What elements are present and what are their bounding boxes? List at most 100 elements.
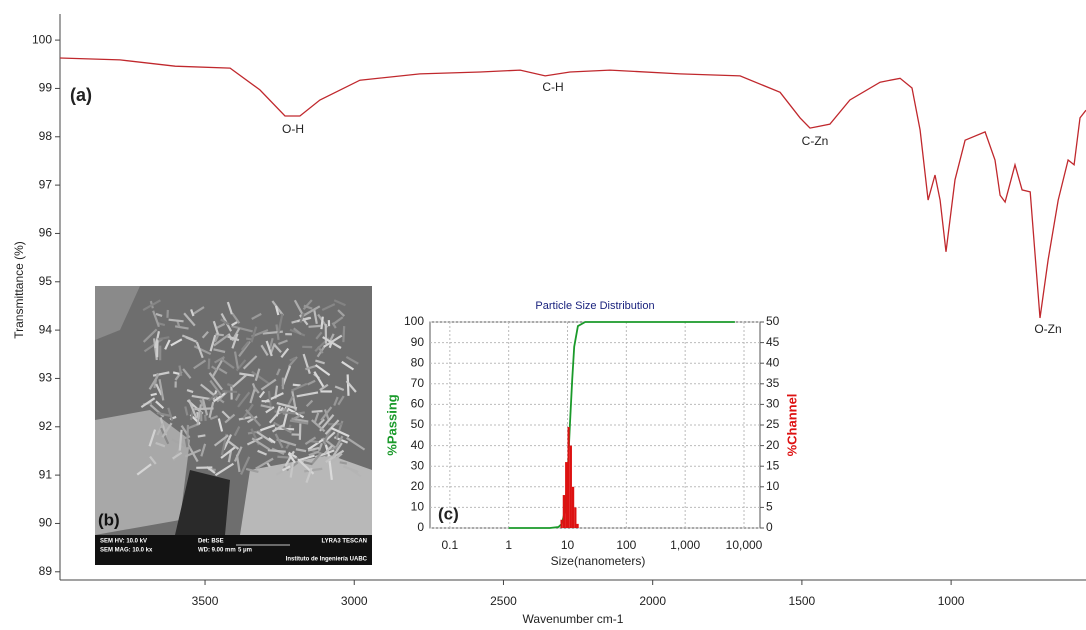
sem-rod bbox=[274, 305, 280, 316]
sem-rod bbox=[220, 357, 235, 370]
y-tick-label: 50 bbox=[411, 417, 425, 431]
y2-tick-label: 15 bbox=[766, 458, 780, 472]
sem-rod bbox=[251, 370, 270, 385]
y-tick-label: 99 bbox=[39, 81, 53, 95]
sem-rod bbox=[182, 368, 192, 379]
x-tick-label: 3000 bbox=[341, 594, 368, 608]
sem-rod bbox=[260, 404, 273, 409]
sem-rod bbox=[325, 449, 345, 463]
sem-rod bbox=[346, 436, 366, 451]
sem-rod bbox=[155, 441, 166, 448]
sem-rod bbox=[260, 424, 276, 432]
sem-rod bbox=[227, 333, 233, 341]
sem-rod bbox=[271, 424, 284, 433]
sem-rod bbox=[250, 326, 258, 343]
panel-label: (a) bbox=[70, 85, 92, 105]
sem-rod bbox=[183, 312, 196, 327]
sem-rod bbox=[213, 434, 229, 447]
sem-rod bbox=[281, 465, 291, 472]
sem-rod bbox=[227, 440, 240, 450]
sem-rod bbox=[155, 372, 159, 380]
y-tick-label: 30 bbox=[411, 458, 425, 472]
y-tick-label: 92 bbox=[39, 419, 53, 433]
sem-rod bbox=[148, 429, 157, 447]
sem-rod bbox=[307, 379, 316, 386]
channel-bar bbox=[562, 495, 566, 528]
sem-rod bbox=[276, 368, 281, 376]
sem-rod bbox=[178, 365, 183, 376]
sem-rod bbox=[269, 337, 274, 349]
sem-rod bbox=[235, 359, 247, 372]
sem-rod bbox=[305, 399, 314, 408]
sem-rod bbox=[231, 321, 238, 327]
sem-rod bbox=[208, 401, 215, 419]
sem-rod bbox=[231, 312, 241, 324]
y-axis-label: Transmittance (%) bbox=[12, 241, 26, 339]
sem-footer-text: WD: 9.00 mm bbox=[198, 548, 236, 554]
sem-rod bbox=[174, 325, 189, 330]
sem-rod bbox=[240, 456, 251, 475]
sem-rod bbox=[299, 314, 309, 326]
channel-bar bbox=[574, 507, 577, 528]
sem-rod bbox=[208, 372, 224, 391]
sem-rod bbox=[307, 446, 320, 452]
y-tick-label: 89 bbox=[39, 564, 53, 578]
y-tick-label: 93 bbox=[39, 371, 53, 385]
sem-rod bbox=[299, 312, 305, 324]
sem-rod bbox=[211, 357, 225, 378]
sem-rod bbox=[267, 449, 286, 453]
sem-footer-text: Det: BSE bbox=[198, 539, 224, 545]
panel-label: (c) bbox=[438, 504, 459, 523]
sem-rod bbox=[200, 443, 207, 457]
passing-line bbox=[508, 321, 735, 529]
channel-bar bbox=[569, 445, 572, 528]
sem-rod bbox=[291, 414, 301, 421]
sem-rod bbox=[233, 351, 240, 369]
sem-rod bbox=[249, 387, 257, 404]
sem-rod bbox=[155, 383, 163, 396]
psd-chart: 0 10 20 30 40 50 60 70 80 90 100 0 5 10 15 20 25 30 35 40 45… bbox=[384, 296, 799, 578]
sem-rod bbox=[339, 461, 348, 465]
sem-rod bbox=[265, 406, 275, 414]
sem-rod bbox=[220, 446, 236, 459]
sem-rod bbox=[195, 341, 204, 359]
sem-rod bbox=[226, 335, 240, 342]
sem-rod bbox=[331, 322, 337, 329]
sem-rod bbox=[178, 429, 183, 451]
sem-rod bbox=[239, 372, 255, 377]
sem-rod bbox=[267, 390, 272, 407]
sem-rod bbox=[337, 309, 346, 317]
sem-rod bbox=[234, 393, 241, 401]
sem-rod bbox=[341, 360, 355, 371]
sem-rod bbox=[329, 333, 335, 342]
sem-rod bbox=[215, 322, 226, 330]
y2-tick-label: 30 bbox=[766, 397, 780, 411]
sem-rod bbox=[150, 392, 157, 397]
sem-rod bbox=[302, 353, 311, 375]
y-tick-label: 0 bbox=[417, 520, 424, 534]
sem-rod bbox=[320, 316, 324, 330]
x-tick-label: 3500 bbox=[192, 594, 219, 608]
sem-rod bbox=[342, 326, 346, 343]
sem-rod bbox=[257, 449, 268, 456]
y-tick-label: 97 bbox=[39, 177, 53, 191]
sem-rod bbox=[333, 299, 346, 307]
spectrum-line bbox=[59, 57, 1086, 319]
sem-rod bbox=[184, 438, 189, 448]
sem-rod bbox=[273, 344, 282, 354]
sem-rod bbox=[332, 316, 344, 326]
sem-rod bbox=[213, 348, 226, 354]
sem-rod bbox=[289, 419, 309, 425]
sem-rod bbox=[255, 457, 274, 470]
x-axis-label: Size(nanometers) bbox=[551, 554, 646, 568]
sem-rod bbox=[231, 374, 247, 388]
sem-rod bbox=[218, 367, 228, 375]
y-tick-label: 80 bbox=[411, 355, 425, 369]
sem-rod bbox=[323, 444, 334, 455]
x-tick-label: 100 bbox=[616, 538, 636, 552]
y-tick-label: 90 bbox=[411, 335, 425, 349]
sem-rod bbox=[156, 423, 165, 436]
sem-rod bbox=[167, 407, 174, 421]
sem-rod bbox=[305, 364, 318, 371]
